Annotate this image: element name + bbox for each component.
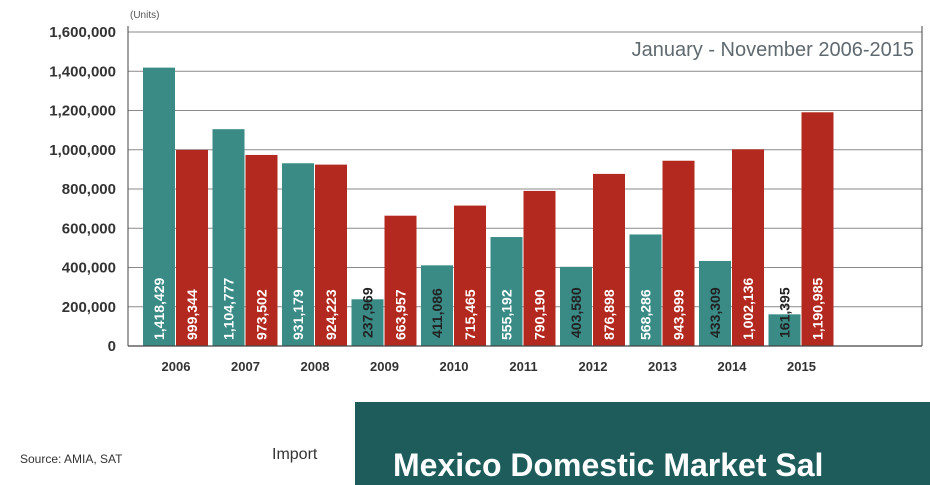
banner-title: Mexico Domestic Market Sal	[393, 447, 824, 483]
data-label: 237,969	[360, 287, 376, 338]
bar	[490, 237, 523, 346]
bar	[454, 205, 486, 346]
y-tick-label: 0	[108, 338, 116, 355]
bar	[560, 266, 592, 346]
bar	[421, 265, 453, 346]
chart-subtitle: January - November 2006-2015	[632, 39, 914, 61]
data-label: 555,192	[499, 289, 515, 340]
bar	[245, 154, 278, 346]
y-tick-label: 800,000	[62, 181, 116, 198]
data-labels: 1,418,429 999,344 1,104,777 973,502 931,179 9…	[151, 278, 826, 340]
axes: 0 200,000 400,000 600,000 800,000 1,000,000 1,…	[49, 24, 923, 374]
x-tick-label: 2008	[301, 359, 330, 374]
bar	[801, 112, 834, 346]
y-tick-label: 1,400,000	[49, 63, 116, 80]
data-label: 1,418,429	[151, 278, 167, 340]
y-tick-label: 400,000	[62, 260, 116, 277]
data-label: 924,223	[323, 289, 339, 340]
x-tick-label: 2010	[440, 359, 469, 374]
x-tick-label: 2007	[231, 359, 260, 374]
data-label: 973,502	[254, 289, 270, 340]
bar	[768, 314, 801, 346]
bar	[351, 299, 384, 346]
data-label: 663,957	[393, 289, 409, 340]
bar	[699, 260, 731, 346]
data-label: 403,580	[568, 287, 584, 338]
data-label: 715,465	[462, 289, 478, 340]
title-banner: Mexico Domestic Market Sal	[355, 402, 930, 485]
bar	[212, 129, 245, 346]
x-tick-label: 2012	[579, 359, 608, 374]
x-tick-label: 2006	[162, 359, 191, 374]
x-tick-label: 2015	[787, 359, 816, 374]
data-label: 790,190	[532, 289, 548, 340]
unit-label: (Units)	[130, 10, 159, 21]
x-tick-label: 2011	[509, 359, 537, 374]
caption-fragment: Import	[272, 446, 318, 463]
x-tick-label: 2013	[648, 359, 677, 374]
y-tick-label: 1,000,000	[49, 142, 116, 159]
source-note: Source: AMIA, SAT	[20, 452, 123, 466]
bar	[315, 164, 347, 346]
bar	[282, 163, 314, 346]
data-label: 931,179	[290, 289, 306, 340]
data-label: 1,104,777	[221, 278, 237, 340]
bar	[593, 173, 625, 346]
data-label: 1,002,136	[740, 278, 756, 340]
bar	[662, 160, 695, 346]
data-label: 161,395	[777, 287, 793, 338]
bar	[176, 149, 208, 346]
y-tick-label: 600,000	[62, 220, 116, 237]
data-label: 876,898	[601, 289, 617, 340]
data-label: 999,344	[184, 289, 200, 340]
bar	[732, 149, 764, 346]
y-tick-label: 1,200,000	[49, 103, 116, 120]
bars	[143, 67, 834, 347]
y-tick-label: 1,600,000	[49, 24, 116, 41]
data-label: 411,086	[429, 288, 445, 338]
data-label: 568,286	[638, 289, 654, 340]
data-label: 943,999	[671, 289, 687, 340]
bar	[629, 234, 662, 346]
x-tick-label: 2009	[370, 359, 399, 374]
bar	[143, 67, 175, 347]
bar	[384, 215, 417, 346]
data-label: 433,309	[707, 287, 723, 338]
y-tick-label: 200,000	[62, 299, 116, 316]
bar	[523, 190, 556, 346]
data-label: 1,190,985	[810, 278, 826, 340]
x-tick-label: 2014	[718, 359, 748, 374]
